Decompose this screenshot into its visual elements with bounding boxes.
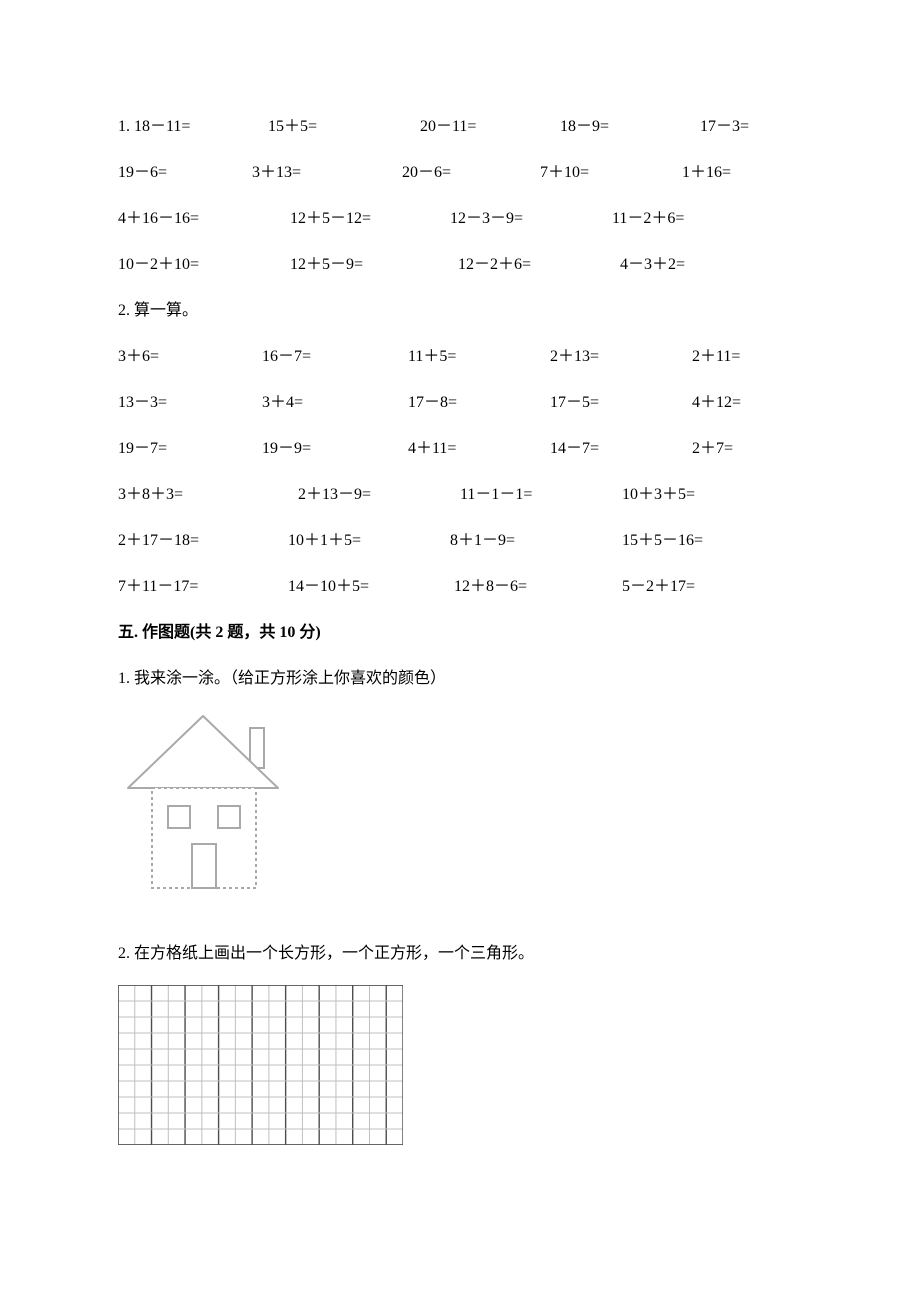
calc-group-2-heading: 2. 算一算。 <box>118 296 802 320</box>
q2-prompt: 2. 在方格纸上画出一个长方形，一个正方形，一个三角形。 <box>118 939 802 963</box>
math-expression: 2＋13－9= <box>298 480 460 504</box>
math-row: 7＋11－17=14－10＋5=12＋8－6=5－2＋17= <box>118 572 802 596</box>
math-expression: 14－7= <box>550 434 692 458</box>
math-expression: 20－6= <box>402 158 540 182</box>
math-expression: 10＋3＋5= <box>622 480 742 504</box>
math-row: 13－3=3＋4=17－8=17－5=4＋12= <box>118 388 802 412</box>
math-expression: 10＋1＋5= <box>288 526 450 550</box>
math-expression: 18－9= <box>560 112 700 136</box>
math-expression: 12＋5－12= <box>290 204 450 228</box>
math-row: 3＋6=16－7=11＋5=2＋13=2＋11= <box>118 342 802 366</box>
math-expression: 17－3= <box>700 112 800 136</box>
math-expression: 11－2＋6= <box>612 204 732 228</box>
math-expression: 3＋6= <box>118 342 262 366</box>
math-expression: 15＋5－16= <box>622 526 742 550</box>
math-expression: 19－7= <box>118 434 262 458</box>
math-expression: 4＋16－16= <box>118 204 290 228</box>
math-expression: 17－5= <box>550 388 692 412</box>
math-expression: 2＋7= <box>692 434 792 458</box>
math-expression: 4＋11= <box>408 434 550 458</box>
grid-figure <box>118 985 802 1150</box>
math-expression: 16－7= <box>262 342 408 366</box>
math-expression: 7＋11－17= <box>118 572 288 596</box>
house-figure <box>118 710 802 905</box>
math-expression: 1. 18－11= <box>118 112 268 136</box>
math-expression: 5－2＋17= <box>622 572 742 596</box>
math-expression: 11－1－1= <box>460 480 622 504</box>
grid-paper <box>118 985 403 1145</box>
page: 1. 18－11=15＋5=20－11=18－9=17－3= 19－6=3＋13=… <box>0 0 920 1210</box>
calc-group-1: 1. 18－11=15＋5=20－11=18－9=17－3= 19－6=3＋13=… <box>118 112 802 274</box>
math-row: 2＋17－18=10＋1＋5=8＋1－9=15＋5－16= <box>118 526 802 550</box>
math-expression: 17－8= <box>408 388 550 412</box>
house-icon <box>118 710 288 900</box>
math-expression: 10－2＋10= <box>118 250 290 274</box>
math-expression: 14－10＋5= <box>288 572 454 596</box>
math-row: 4＋16－16=12＋5－12=12－3－9=11－2＋6= <box>118 204 802 228</box>
math-expression: 3＋8＋3= <box>118 480 298 504</box>
math-expression: 4＋12= <box>692 388 792 412</box>
math-expression: 19－9= <box>262 434 408 458</box>
section-five-heading: 五. 作图题(共 2 题，共 10 分) <box>118 618 802 642</box>
math-row: 19－7=19－9=4＋11=14－7=2＋7= <box>118 434 802 458</box>
math-expression: 4－3＋2= <box>620 250 740 274</box>
math-expression: 12－3－9= <box>450 204 612 228</box>
math-expression: 12＋5－9= <box>290 250 458 274</box>
math-expression: 3＋4= <box>262 388 408 412</box>
math-expression: 13－3= <box>118 388 262 412</box>
math-row: 3＋8＋3=2＋13－9=11－1－1=10＋3＋5= <box>118 480 802 504</box>
math-row: 19－6=3＋13=20－6=7＋10=1＋16= <box>118 158 802 182</box>
math-expression: 20－11= <box>420 112 560 136</box>
math-expression: 1＋16= <box>682 158 782 182</box>
math-row: 1. 18－11=15＋5=20－11=18－9=17－3= <box>118 112 802 136</box>
math-expression: 19－6= <box>118 158 252 182</box>
math-expression: 7＋10= <box>540 158 682 182</box>
math-row: 10－2＋10=12＋5－9=12－2＋6=4－3＋2= <box>118 250 802 274</box>
math-expression: 11＋5= <box>408 342 550 366</box>
math-expression: 12－2＋6= <box>458 250 620 274</box>
math-expression: 2＋17－18= <box>118 526 288 550</box>
q1-prompt: 1. 我来涂一涂。（给正方形涂上你喜欢的颜色） <box>118 664 802 688</box>
math-expression: 2＋11= <box>692 342 792 366</box>
math-expression: 12＋8－6= <box>454 572 622 596</box>
math-expression: 2＋13= <box>550 342 692 366</box>
math-expression: 3＋13= <box>252 158 402 182</box>
calc-group-2: 3＋6=16－7=11＋5=2＋13=2＋11= 13－3=3＋4=17－8=17… <box>118 342 802 596</box>
math-expression: 8＋1－9= <box>450 526 622 550</box>
math-expression: 15＋5= <box>268 112 420 136</box>
